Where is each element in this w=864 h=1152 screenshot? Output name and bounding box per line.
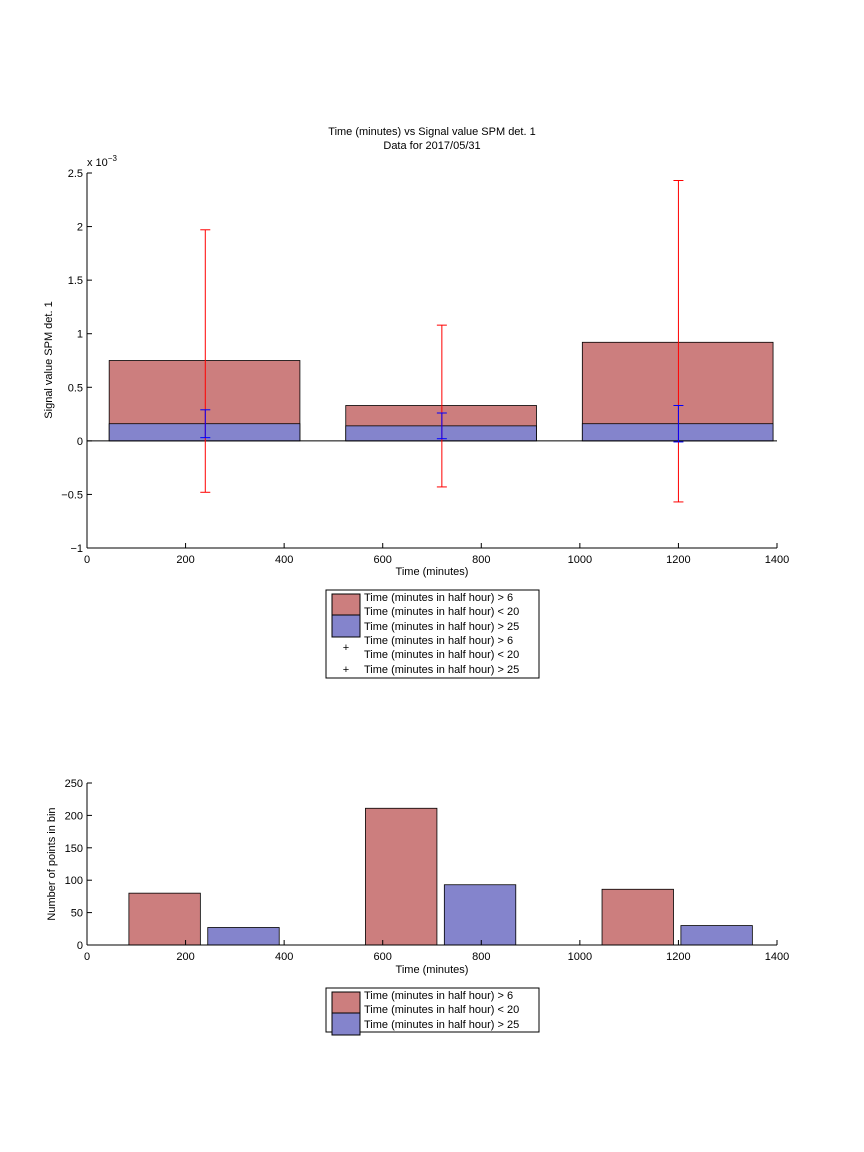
- bottom-y-axis-label: Number of points in bin: [46, 807, 58, 920]
- bottom-y-tick-label: 200: [65, 810, 83, 822]
- top-x-tick-label: 0: [84, 554, 90, 566]
- bottom-bar-series-2: [443, 884, 517, 946]
- top-legend-marker-blue: +: [343, 664, 349, 676]
- top-x-tick-label: 1200: [666, 554, 690, 566]
- bottom-y-tick-label: 100: [65, 875, 83, 887]
- chart-title: Time (minutes) vs Signal value SPM det. …: [328, 126, 535, 138]
- top-legend-box: [325, 589, 540, 679]
- top-y-tick-label: 2.5: [68, 168, 83, 180]
- top-legend-entry: Time (minutes in half hour) < 20: [364, 649, 519, 661]
- bottom-x-tick-label: 1400: [765, 951, 789, 963]
- bottom-legend: Time (minutes in half hour) > 6 Time (mi…: [325, 987, 540, 1036]
- exponent-power: −3: [108, 154, 118, 163]
- bottom-x-tick-label: 0: [84, 951, 90, 963]
- bottom-y-tick-label: 150: [65, 843, 83, 855]
- top-y-tick-label: 0: [77, 436, 83, 448]
- top-y-tick-label: 1: [77, 329, 83, 341]
- top-legend-swatch-blue: [331, 614, 361, 638]
- exponent-base: x 10: [87, 157, 108, 169]
- top-legend: + + Time (minutes in half hour) > 6 Time…: [325, 589, 540, 679]
- bottom-x-tick-label: 200: [176, 951, 194, 963]
- bottom-y-tick-label: 0: [77, 940, 83, 952]
- top-y-tick-label: 1.5: [68, 275, 83, 287]
- top-y-tick-label: 2: [77, 222, 83, 234]
- bottom-x-tick-label: 400: [275, 951, 293, 963]
- top-x-axis-label: Time (minutes): [396, 566, 469, 578]
- top-legend-entry: Time (minutes in half hour) < 20: [364, 606, 519, 618]
- top-x-tick-label: 800: [472, 554, 490, 566]
- top-plot-area: 0 200 400 600 800 1000 1200 1400 −1 −0.5 0 0.5 1 1.5 2…: [61, 168, 789, 566]
- top-y-tick-label: −0.5: [61, 489, 83, 501]
- top-y-tick-label: 0.5: [68, 382, 83, 394]
- bottom-legend-swatch-blue: [331, 1012, 361, 1036]
- bottom-y-tick-label: 250: [65, 778, 83, 790]
- top-x-tick-label: 1000: [568, 554, 592, 566]
- bottom-x-tick-label: 1200: [666, 951, 690, 963]
- top-y-axis-label: Signal value SPM det. 1: [43, 301, 55, 418]
- bottom-y-tick-label: 50: [71, 908, 83, 920]
- bottom-legend-swatch-red: [331, 991, 361, 1015]
- bottom-bar-series-1: [601, 888, 674, 946]
- bottom-bar-series-1: [365, 807, 438, 946]
- top-y-tick-label: −1: [70, 543, 83, 555]
- top-bar-series-2: [581, 423, 774, 442]
- bottom-legend-entry: Time (minutes in half hour) > 6: [364, 990, 513, 1002]
- bottom-bar-series-2: [680, 925, 753, 946]
- exponent-label: x 10−3: [87, 154, 117, 169]
- chart-subtitle: Data for 2017/05/31: [383, 140, 480, 152]
- top-x-tick-label: 600: [374, 554, 392, 566]
- bottom-x-tick-label: 800: [472, 951, 490, 963]
- bottom-x-tick-label: 1000: [568, 951, 592, 963]
- top-legend-entry: Time (minutes in half hour) > 6: [364, 635, 513, 647]
- top-bar-series-2: [108, 423, 301, 442]
- bottom-bar-series-1: [128, 892, 201, 946]
- bottom-legend-entry: Time (minutes in half hour) > 25: [364, 1019, 519, 1031]
- top-legend-entry: Time (minutes in half hour) > 25: [364, 664, 519, 676]
- bottom-x-tick-label: 600: [374, 951, 392, 963]
- top-legend-swatch-red: [331, 593, 361, 617]
- top-legend-marker-red: +: [343, 642, 349, 654]
- bottom-legend-box: [325, 987, 540, 1033]
- bottom-legend-entry: Time (minutes in half hour) < 20: [364, 1004, 519, 1016]
- bottom-bar-series-2: [207, 927, 280, 946]
- top-legend-entry: Time (minutes in half hour) > 25: [364, 621, 519, 633]
- bottom-x-axis-label: Time (minutes): [396, 964, 469, 976]
- top-legend-entry: Time (minutes in half hour) > 6: [364, 592, 513, 604]
- top-x-tick-label: 1400: [765, 554, 789, 566]
- bottom-plot-area: 0 200 400 600 800 1000 1200 1400 0 50 100 150 200 250: [65, 778, 790, 963]
- top-x-tick-label: 400: [275, 554, 293, 566]
- top-x-tick-label: 200: [176, 554, 194, 566]
